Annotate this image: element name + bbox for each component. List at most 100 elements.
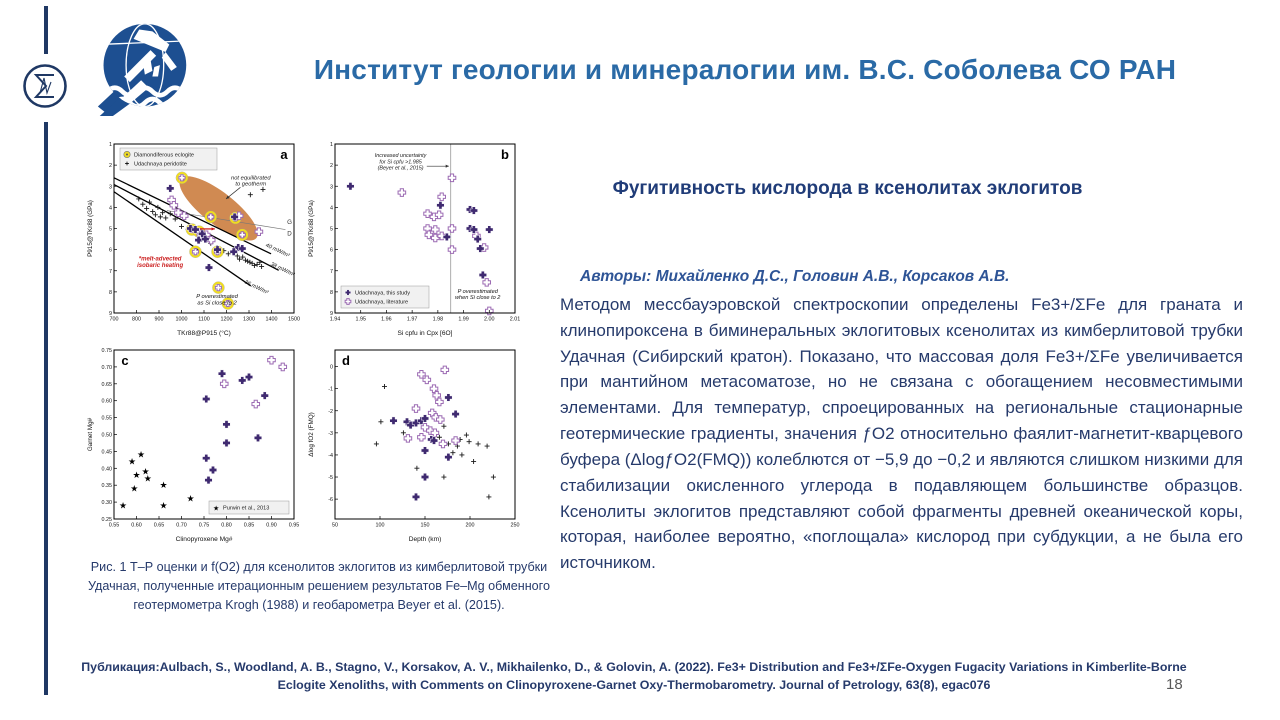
- svg-text:P915@TKr88 (GPa): P915@TKr88 (GPa): [308, 200, 315, 257]
- svg-text:★: ★: [128, 456, 136, 466]
- svg-text:D: D: [287, 230, 292, 237]
- svg-text:-4: -4: [328, 453, 333, 459]
- svg-text:2.00: 2.00: [484, 317, 495, 323]
- figure-panel-d: 50 100 150 200 250 0 -1 -2 -3 -4 -5 -6 Depth (km) Δlo…: [305, 342, 524, 545]
- svg-text:1.98: 1.98: [433, 317, 444, 323]
- abstract-text: Методом мессбауэровской спектроскопии оп…: [560, 295, 1243, 573]
- svg-text:38 mW/m²: 38 mW/m²: [269, 262, 296, 279]
- svg-text:b: b: [501, 147, 509, 162]
- svg-text:0.85: 0.85: [244, 523, 255, 529]
- svg-text:0.45: 0.45: [102, 449, 113, 455]
- slide-title: Фугитивность кислорода в ксенолитах экло…: [612, 178, 1083, 199]
- svg-text:40 mW/m²: 40 mW/m²: [264, 242, 291, 259]
- figure-1: not equilibrated to geotherm *melt-advecte…: [84, 136, 526, 548]
- svg-text:1500: 1500: [288, 317, 300, 323]
- svg-text:0: 0: [330, 365, 333, 371]
- svg-text:1.96: 1.96: [381, 317, 392, 323]
- svg-text:1.99: 1.99: [458, 317, 469, 323]
- svg-text:8: 8: [330, 290, 333, 296]
- svg-text:★: ★: [144, 473, 152, 483]
- svg-text:0.25: 0.25: [102, 517, 113, 523]
- svg-text:1: 1: [330, 142, 333, 148]
- svg-text:6: 6: [109, 248, 112, 254]
- svg-text:-5: -5: [328, 475, 333, 481]
- figure-panel-c: ★ ★ ★ ★ ★ ★ ★ ★ ★ ★ 0.55 0.60 0.65 0.70 0.75 0.80 0.85 0.…: [84, 342, 303, 545]
- svg-text:0.55: 0.55: [109, 523, 120, 529]
- svg-text:0.80: 0.80: [221, 523, 232, 529]
- svg-text:0.70: 0.70: [102, 365, 113, 371]
- svg-text:2.01: 2.01: [510, 317, 521, 323]
- svg-text:Si cpfu in Cpx [6O]: Si cpfu in Cpx [6O]: [398, 330, 453, 337]
- svg-text:0.60: 0.60: [131, 523, 142, 529]
- figure-panel-a: not equilibrated to geotherm *melt-advecte…: [84, 136, 303, 339]
- svg-text:4: 4: [109, 205, 112, 211]
- svg-text:900: 900: [155, 317, 164, 323]
- publication-reference: Публикация:Aulbach, S., Woodland, A. B.,…: [81, 660, 1187, 692]
- svg-text:-6: -6: [328, 497, 333, 503]
- svg-text:1.97: 1.97: [407, 317, 418, 323]
- svg-text:700: 700: [110, 317, 119, 323]
- svg-text:Diamondiferous eclogite: Diamondiferous eclogite: [134, 152, 194, 158]
- svg-text:-1: -1: [328, 387, 333, 393]
- page-number: 18: [1166, 676, 1183, 693]
- svg-text:1300: 1300: [243, 317, 255, 323]
- svg-text:0.60: 0.60: [102, 399, 113, 405]
- accent-line-bottom: [44, 122, 48, 695]
- svg-text:2: 2: [330, 163, 333, 169]
- svg-text:★: ★: [141, 467, 149, 477]
- svg-text:50: 50: [332, 523, 338, 529]
- svg-text:9: 9: [109, 311, 112, 317]
- svg-text:-2: -2: [328, 409, 333, 415]
- svg-text:1: 1: [109, 142, 112, 148]
- svg-text:0.95: 0.95: [289, 523, 300, 529]
- header-institute-title: Институт геологии и минералогии им. В.С.…: [313, 54, 1177, 85]
- svg-text:8: 8: [109, 290, 112, 296]
- svg-text:5: 5: [109, 227, 112, 233]
- svg-text:0.35: 0.35: [102, 483, 113, 489]
- svg-text:0.40: 0.40: [102, 466, 113, 472]
- svg-text:1000: 1000: [176, 317, 188, 323]
- svg-text:0.65: 0.65: [102, 382, 113, 388]
- svg-text:200: 200: [466, 523, 475, 529]
- svg-text:0.30: 0.30: [102, 500, 113, 506]
- svg-text:Udachnaya, literature: Udachnaya, literature: [355, 299, 408, 305]
- svg-text:7: 7: [330, 269, 333, 275]
- svg-text:★: ★: [119, 500, 127, 510]
- svg-text:a: a: [280, 147, 288, 162]
- svg-text:1.95: 1.95: [355, 317, 366, 323]
- svg-text:1.94: 1.94: [330, 317, 341, 323]
- svg-text:★: ★: [213, 504, 219, 512]
- authors-line: Авторы: Михайленко Д.С., Головин А.В., К…: [580, 268, 1010, 285]
- svg-text:1400: 1400: [266, 317, 278, 323]
- svg-text:0.65: 0.65: [154, 523, 165, 529]
- institute-logo: [96, 18, 190, 118]
- svg-text:★: ★: [186, 494, 194, 504]
- svg-text:TKr88@P915 (°C): TKr88@P915 (°C): [177, 329, 231, 337]
- svg-text:Depth (km): Depth (km): [409, 536, 442, 543]
- svg-text:Purwin et al., 2013: Purwin et al., 2013: [223, 505, 269, 511]
- svg-text:3: 3: [330, 184, 333, 190]
- svg-text:100: 100: [376, 523, 385, 529]
- svg-text:0.55: 0.55: [102, 416, 113, 422]
- svg-text:-3: -3: [328, 431, 333, 437]
- svg-text:7: 7: [109, 269, 112, 275]
- svg-text:2: 2: [109, 163, 112, 169]
- svg-text:0.75: 0.75: [102, 348, 113, 354]
- sigma-emblem-icon: [21, 62, 69, 110]
- svg-text:3: 3: [109, 184, 112, 190]
- accent-line-top: [44, 6, 48, 54]
- svg-text:250: 250: [511, 523, 520, 529]
- svg-text:0.90: 0.90: [266, 523, 277, 529]
- svg-text:0.70: 0.70: [176, 523, 187, 529]
- svg-text:Udachnaya peridotite: Udachnaya peridotite: [134, 161, 187, 167]
- svg-text:Δlog fO2 (FMQ): Δlog fO2 (FMQ): [308, 412, 315, 456]
- svg-text:36 mW/m²: 36 mW/m²: [243, 279, 270, 296]
- svg-text:★: ★: [137, 450, 145, 460]
- svg-text:150: 150: [421, 523, 430, 529]
